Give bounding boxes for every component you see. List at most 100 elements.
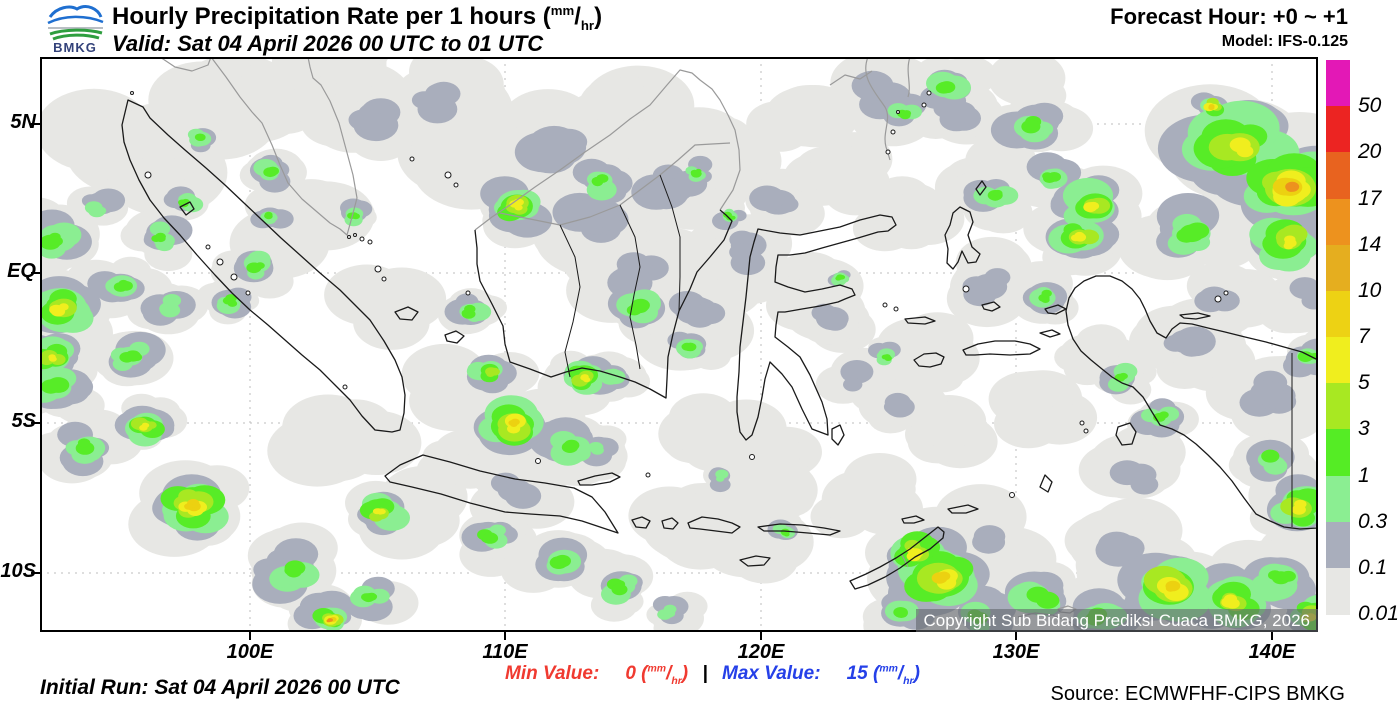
precip-blob-level-2 (885, 396, 915, 418)
precip-blob-level-4 (1280, 570, 1296, 582)
precipitation-map (40, 57, 1318, 632)
belitung-coast (444, 330, 465, 344)
mindanao-coast-2 (907, 57, 911, 98)
legend-value-3: 3 (1358, 417, 1370, 441)
precip-blob-level-1 (283, 442, 341, 484)
precip-blob-level-2 (572, 198, 616, 229)
precip-blob-level-4 (119, 281, 133, 291)
kalimantan-province-border-1 (559, 224, 581, 378)
precip-blob-level-2 (360, 113, 398, 140)
legend-segment-0.3 (1326, 475, 1350, 523)
kalimantan-province-border-3 (659, 174, 681, 312)
precip-blob-level-6 (583, 377, 591, 383)
precip-blob-level-4 (684, 344, 693, 351)
papua-coast (1065, 275, 1318, 530)
valid-time-subtitle: Valid: Sat 04 April 2026 00 UTC to 01 UT… (112, 31, 544, 56)
legend-value-7: 7 (1358, 325, 1370, 349)
precip-blob-level-2 (1163, 334, 1188, 352)
alor-coast (901, 515, 925, 524)
sumba-coast (739, 555, 771, 567)
precip-blob-level-4 (883, 354, 891, 360)
obi-coast (981, 301, 1001, 312)
wetar-coast (947, 504, 979, 514)
precip-blob-level-5 (486, 371, 495, 377)
precip-blob-level-2 (1300, 284, 1318, 299)
legend-value-14: 14 (1358, 232, 1382, 256)
sumbawa-coast (687, 516, 741, 534)
lon-tick-120E (760, 632, 762, 640)
precip-blob-level-1 (821, 469, 905, 529)
timor-leste-border (901, 554, 909, 568)
title-unit-numerator: mm (550, 3, 575, 18)
precip-blob-level-7 (1165, 585, 1175, 592)
seram-coast (962, 340, 1041, 356)
precip-blob-level-2 (840, 360, 874, 384)
precip-blob-level-8 (328, 618, 333, 622)
yapen-coast (1179, 312, 1211, 320)
title-text: Hourly Precipitation Rate per 1 hours ( (112, 3, 551, 30)
lon-label-110E: 110E (482, 641, 528, 663)
logo-label: BMKG (53, 40, 97, 55)
precip-blob-level-3 (717, 470, 729, 478)
sulawesi-coast (736, 214, 897, 441)
precip-blob-level-4 (630, 300, 649, 314)
precip-blob-level-7 (184, 503, 194, 510)
buru-coast (913, 352, 945, 368)
legend-value-0.1: 0.1 (1358, 555, 1388, 579)
precip-blob-level-4 (125, 350, 141, 362)
precipitation-contours (40, 57, 1318, 632)
java-coast (384, 454, 619, 534)
precip-blob-level-8 (1285, 183, 1295, 190)
logo-wave-1 (49, 28, 103, 36)
lat-label-5N: 5N (10, 111, 36, 133)
copyright-watermark: Copyright Sub Bidang Prediksi Cuaca BMKG… (915, 609, 1318, 632)
halmahera-coast (944, 206, 981, 270)
min-max-separator: | (702, 663, 708, 684)
precip-blob-level-2 (1106, 540, 1139, 564)
precip-blob-level-1 (357, 267, 447, 332)
initial-run-label: Initial Run: Sat 04 April 2026 00 UTC (40, 676, 400, 699)
legend-segment-0.01 (1326, 567, 1350, 615)
lat-label-EQ: EQ (7, 260, 36, 282)
buton-coast (831, 424, 845, 446)
min-value-label: Min Value: (505, 663, 600, 684)
precip-blob-level-4 (1042, 172, 1053, 180)
precip-blob-level-4 (935, 82, 952, 94)
legend-segment-0.1 (1326, 521, 1350, 569)
small-island-dots (130, 90, 1229, 498)
max-value-number: 15 (846, 663, 868, 684)
precip-blob-level-6 (1283, 242, 1294, 250)
precip-blob-level-4 (554, 554, 571, 568)
precip-blob-level-2 (411, 91, 437, 109)
precip-blob-level-4 (77, 438, 91, 448)
precip-blob-level-6 (1294, 499, 1307, 509)
legend-value-10: 10 (1358, 278, 1382, 302)
sarawak-sabah-coast (474, 69, 741, 231)
precip-blob-level-4 (267, 169, 277, 176)
precip-blob-level-4 (611, 583, 628, 596)
lon-label-130E: 130E (992, 641, 1040, 663)
logo-cloud-line (47, 15, 104, 25)
precip-blob-level-2 (749, 185, 785, 212)
precip-blob-level-4 (195, 133, 206, 141)
title-unit-denominator: hr (580, 17, 595, 33)
precip-blob-level-6 (1225, 598, 1240, 609)
precip-blob-level-1 (209, 74, 305, 143)
lat-tick-5N (31, 123, 40, 125)
precip-blob-level-7 (937, 571, 951, 581)
aru-coast (1115, 422, 1137, 446)
precip-blob-level-1 (810, 143, 864, 182)
precip-blob-level-6 (909, 548, 923, 559)
bali-coast (631, 516, 651, 529)
precip-blob-level-3 (663, 604, 677, 614)
legend-segment-20 (1326, 106, 1350, 153)
legend-segment-5 (1326, 337, 1350, 384)
precip-blob-level-7 (1208, 105, 1215, 110)
legend-value-5: 5 (1358, 371, 1370, 395)
precip-blob-level-1 (994, 399, 1063, 449)
indonesia-coastlines (121, 90, 1318, 590)
precip-blob-level-2 (823, 313, 848, 331)
kalimantan-province-border-2 (619, 204, 641, 370)
precip-blob-level-2 (972, 530, 1006, 554)
